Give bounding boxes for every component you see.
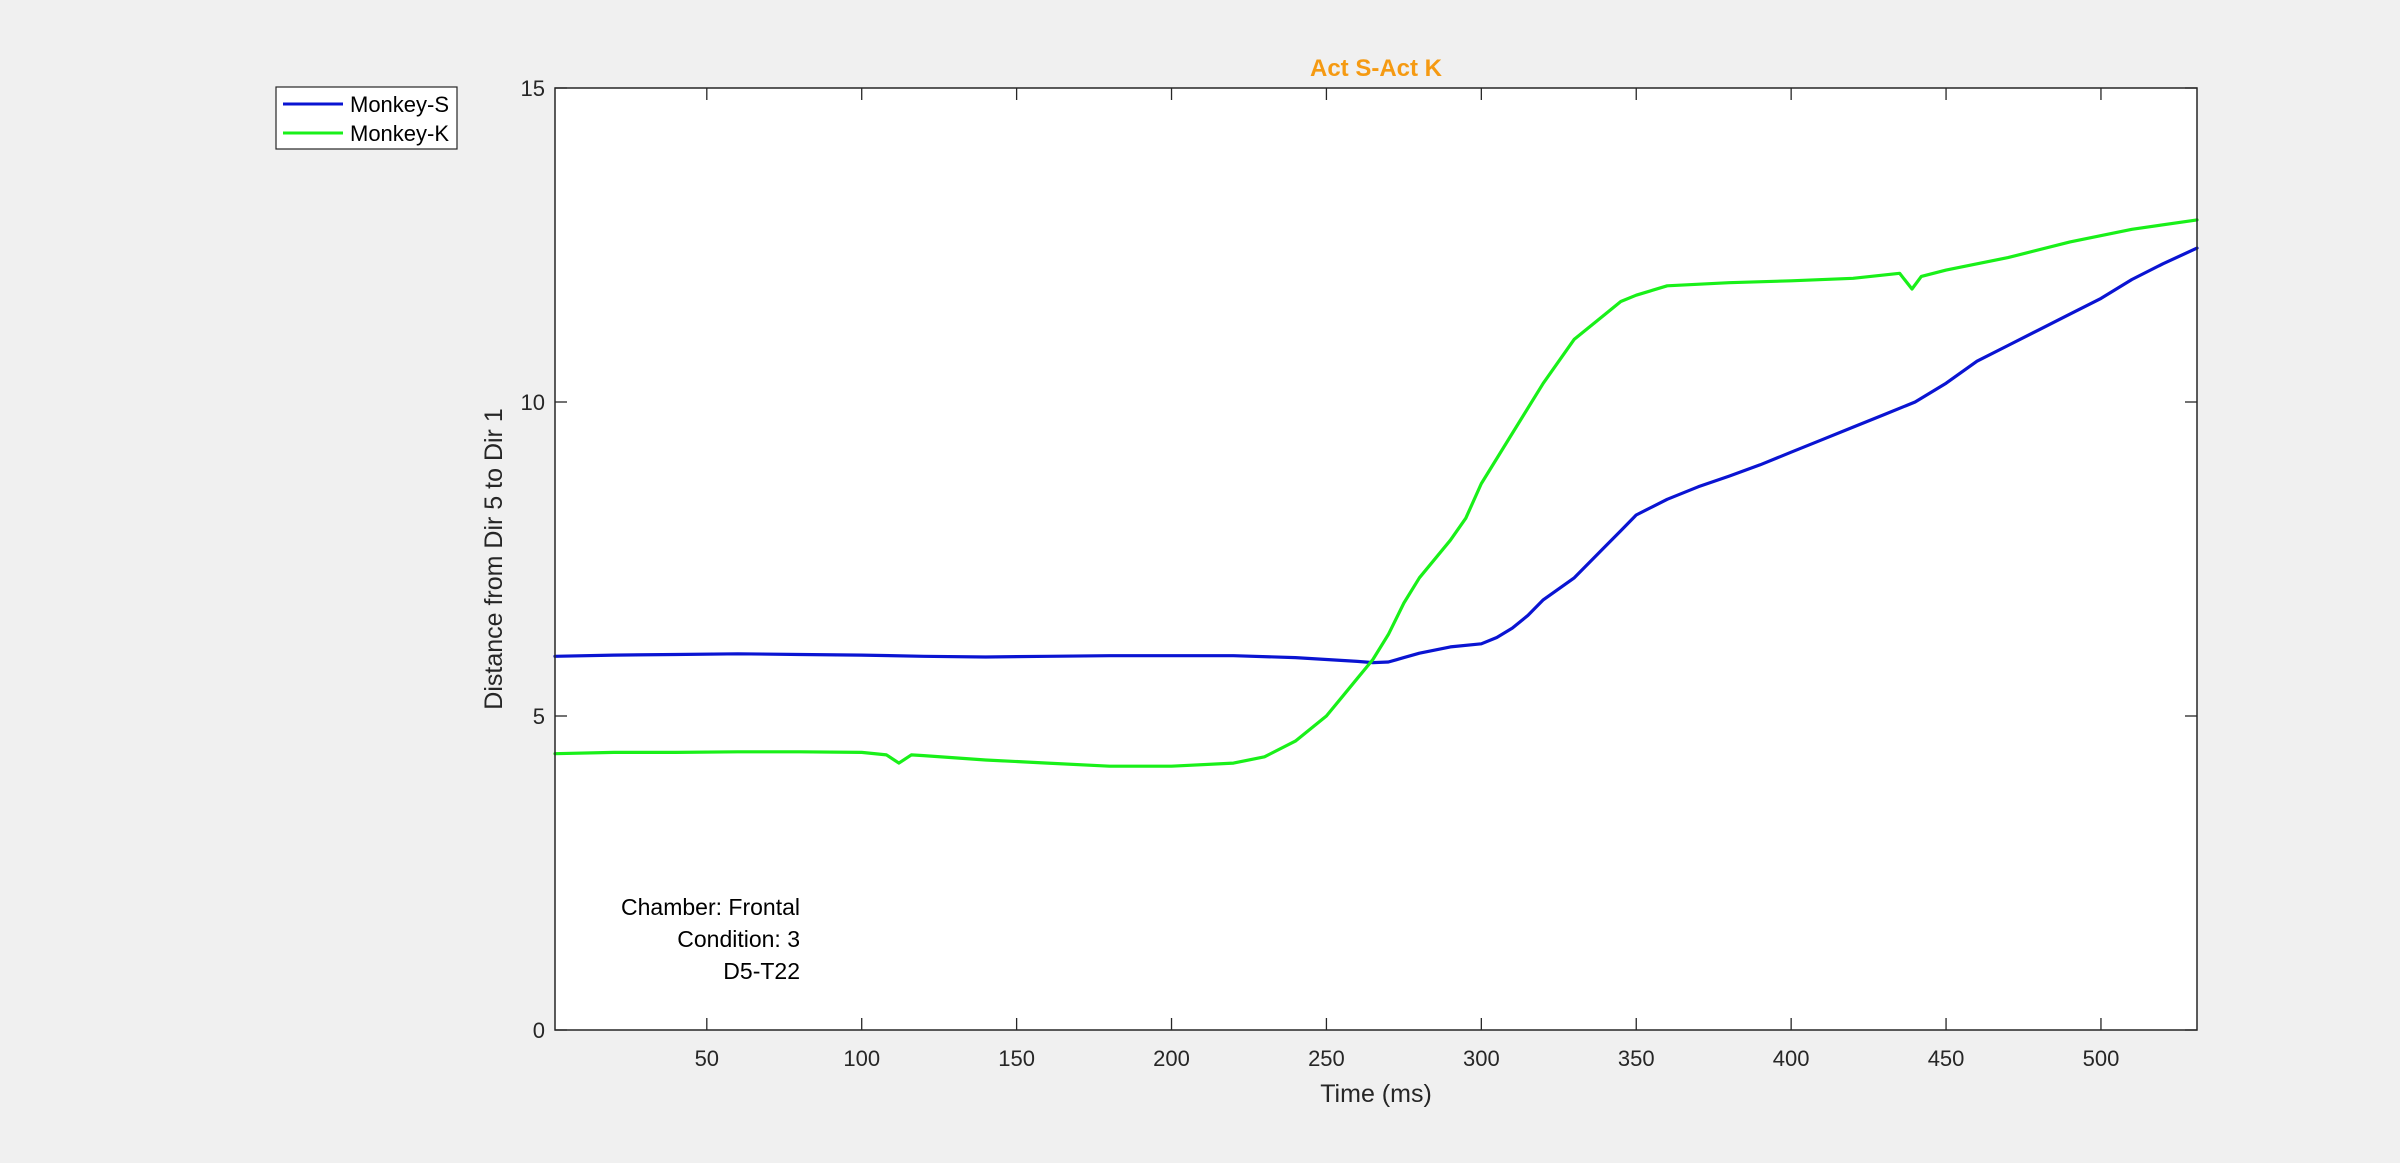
y-tick-label: 10 <box>521 390 545 415</box>
legend: Monkey-S Monkey-K <box>275 86 458 150</box>
legend-box <box>275 86 458 150</box>
x-tick-label: 350 <box>1618 1046 1655 1071</box>
tick-layer: 50 100 150 200 250 300 350 400 450 500 0 5 10 15 <box>521 76 2197 1071</box>
y-tick-label: 5 <box>533 704 545 729</box>
y-tick-label: 15 <box>521 76 545 101</box>
annotation-text: Chamber: Frontal Condition: 3 D5-T22 <box>621 894 800 984</box>
x-tick-label: 150 <box>998 1046 1035 1071</box>
series-layer <box>553 218 2199 768</box>
y-axis-label: Distance from Dir 5 to Dir 1 <box>480 408 508 709</box>
annotation-condition: Condition: 3 <box>677 926 800 952</box>
y-tick-label: 0 <box>533 1018 545 1043</box>
annotation-chamber: Chamber: Frontal <box>621 894 800 920</box>
legend-label-monkey-k: Monkey-K <box>350 121 449 146</box>
x-tick-label: 400 <box>1773 1046 1810 1071</box>
x-tick-label: 200 <box>1153 1046 1190 1071</box>
chart-title: Act S-Act K <box>1310 55 1443 82</box>
series-line-monkey-k <box>553 218 2199 768</box>
x-tick-label: 300 <box>1463 1046 1500 1071</box>
x-axis-label: Time (ms) <box>1320 1080 1432 1108</box>
annotation-trial: D5-T22 <box>723 958 800 984</box>
plot-frame <box>554 87 2198 1031</box>
x-tick-label: 50 <box>695 1046 719 1071</box>
plot-area <box>555 88 2197 1030</box>
series-line-monkey-s <box>553 246 2199 665</box>
x-tick-label: 500 <box>2083 1046 2120 1071</box>
legend-label-monkey-s: Monkey-S <box>350 92 449 117</box>
x-tick-label: 250 <box>1308 1046 1345 1071</box>
x-tick-label: 450 <box>1928 1046 1965 1071</box>
x-tick-label: 100 <box>843 1046 880 1071</box>
